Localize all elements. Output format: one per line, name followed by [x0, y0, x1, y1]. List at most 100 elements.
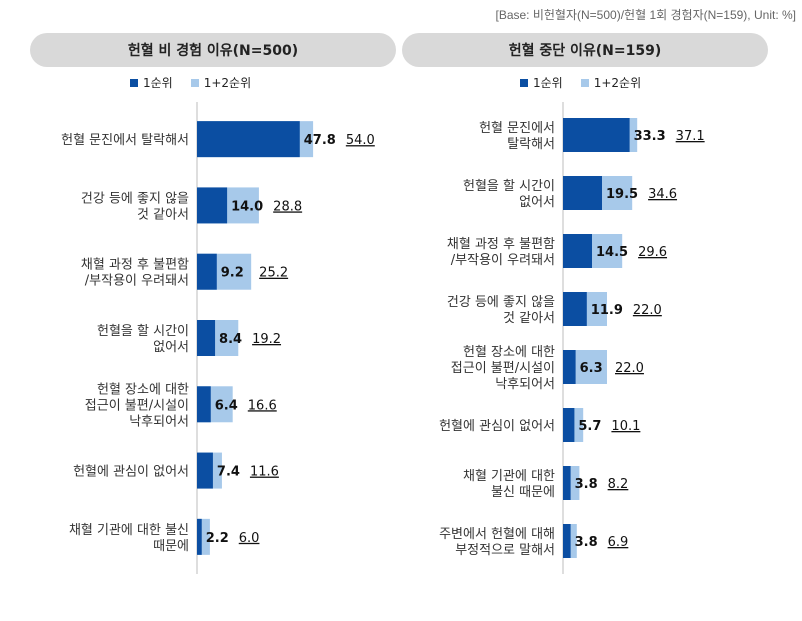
category-label-line: 채혈 기관에 대한 불신 [69, 523, 189, 538]
category-label-line: 낙후되어서 [495, 377, 555, 392]
data-label-rank1: 19.5 [606, 187, 638, 202]
category-label-line: 없어서 [153, 340, 189, 355]
category-label: 주변에서 헌혈에 대해 부정적으로 말해서 [439, 527, 555, 558]
data-label-rank1: 8.4 [219, 332, 242, 347]
base-note: [Base: 비헌혈자(N=500)/헌혈 1회 경험자(N=159), Uni… [495, 8, 797, 22]
category-label: 헌혈에 관심이 없어서 [439, 419, 555, 434]
legend-left: 1순위 1+2순위 [130, 74, 251, 91]
bar-rank1 [563, 118, 630, 152]
bar-rank1 [197, 121, 300, 158]
legend-swatch-rank1-right [520, 78, 528, 87]
category-label: 헌혈 문진에서 탈락해서 [61, 133, 189, 148]
bar-rank1 [197, 452, 213, 489]
category-label-line: 탈락해서 [507, 137, 555, 152]
legend-label-rank1-right: 1순위 [533, 76, 563, 90]
data-label-rank1: 6.3 [580, 361, 603, 376]
category-label: 채혈 과정 후 불편함/부작용이 우려돼서 [81, 258, 189, 289]
category-label-line: 헌혈 문진에서 탈락해서 [61, 133, 189, 148]
category-label-line: 접근이 불편/시설이 [85, 398, 189, 413]
chart-title-left-text: 헌혈 비 경험 이유(N=500) [127, 43, 299, 59]
data-label-rank12: 11.6 [250, 465, 279, 480]
bar-rank1 [197, 253, 217, 290]
category-label-line: 헌혈에 관심이 없어서 [439, 419, 555, 434]
legend-swatch-rank12-right [580, 78, 589, 87]
category-label: 헌혈을 할 시간이 없어서 [97, 324, 189, 355]
category-label-line: 헌혈 문진에서 [479, 121, 555, 136]
data-label-rank12: 16.6 [248, 398, 277, 413]
bar-rank1 [563, 176, 602, 210]
legend-item-rank1: 1순위 [130, 74, 173, 91]
data-label-rank12: 54.0 [346, 133, 375, 148]
category-label-line: 건강 등에 좋지 않을 [81, 191, 189, 206]
legend-right: 1순위 1+2순위 [520, 74, 641, 91]
category-label-line: 주변에서 헌혈에 대해 [439, 527, 555, 542]
data-label-rank1: 33.3 [634, 129, 666, 144]
category-label-line: /부작용이 우려돼서 [451, 253, 555, 268]
category-label: 헌혈 문진에서 탈락해서 [479, 121, 555, 152]
bar-rank1 [197, 320, 216, 356]
category-label: 헌혈에 관심이 없어서 [73, 465, 189, 480]
legend-item-rank12-right: 1+2순위 [580, 74, 642, 91]
category-label-line: 헌혈 장소에 대한 [97, 382, 189, 397]
data-label-rank1: 47.8 [304, 133, 336, 148]
chart-title-right: 헌혈 중단 이유(N=159) [402, 33, 768, 67]
legend-swatch-rank12 [190, 78, 199, 87]
category-label-line: 없어서 [519, 195, 555, 210]
data-label-rank12: 37.1 [676, 129, 705, 144]
category-label: 헌혈을 할 시간이 없어서 [463, 179, 555, 210]
category-label-line: 불신 때문에 [491, 485, 555, 500]
chart-right: 헌혈 문진에서 탈락해서 33.3 37.1 헌혈을 할 시간이 없어서 19.5 34.6 채… [439, 102, 705, 574]
data-label-rank12: 8.2 [608, 477, 629, 492]
category-label-line: 때문에 [153, 539, 189, 554]
bar-rank1 [563, 524, 571, 558]
category-label-line: 접근이 불편/시설이 [451, 361, 555, 376]
data-label-rank12: 19.2 [252, 332, 281, 347]
category-label-line: 낙후되어서 [129, 414, 189, 429]
bar-rank1 [197, 187, 228, 224]
chart-title-left: 헌혈 비 경험 이유(N=500) [30, 33, 396, 67]
category-label-line: 건강 등에 좋지 않을 [447, 295, 555, 310]
data-label-rank12: 25.2 [259, 266, 288, 281]
data-label-rank1: 2.2 [206, 531, 229, 546]
category-label-line: 부정적으로 말해서 [455, 543, 555, 558]
bar-rank1 [563, 466, 571, 500]
data-label-rank12: 10.1 [611, 419, 640, 434]
legend-label-rank12: 1+2순위 [203, 76, 252, 90]
legend-item-rank12: 1+2순위 [190, 74, 252, 91]
legend-swatch-rank1 [130, 78, 138, 87]
data-label-rank1: 11.9 [591, 303, 623, 318]
data-label-rank12: 6.0 [239, 531, 260, 546]
category-label: 채혈 기관에 대한 불신 때문에 [463, 469, 555, 500]
category-label-line: 헌혈을 할 시간이 [463, 179, 555, 194]
category-label: 헌혈 장소에 대한 접근이 불편/시설이 낙후되어서 [85, 382, 189, 429]
data-label-rank1: 14.5 [596, 245, 628, 260]
data-label-rank12: 28.8 [273, 199, 302, 214]
bar-rank1 [563, 292, 587, 326]
data-label-rank12: 22.0 [633, 303, 662, 318]
category-label-line: 채혈 과정 후 불편함 [81, 258, 189, 273]
data-label-rank12: 22.0 [615, 361, 644, 376]
chart-left: 헌혈 문진에서 탈락해서 47.8 54.0 건강 등에 좋지 않을 것 같아서 14.0… [61, 102, 375, 574]
data-label-rank1: 7.4 [217, 465, 240, 480]
bar-rank1 [563, 234, 592, 268]
legend-item-rank1-right: 1순위 [520, 74, 563, 91]
category-label: 건강 등에 좋지 않을 것 같아서 [81, 191, 189, 222]
category-label: 헌혈 장소에 대한 접근이 불편/시설이 낙후되어서 [451, 345, 555, 392]
category-label-line: 것 같아서 [503, 311, 555, 326]
category-label-line: /부작용이 우려돼서 [85, 274, 189, 289]
category-label: 채혈 기관에 대한 불신 때문에 [69, 523, 189, 554]
legend-label-rank1: 1순위 [143, 76, 173, 90]
data-label-rank1: 9.2 [221, 266, 244, 281]
category-label-line: 헌혈을 할 시간이 [97, 324, 189, 339]
category-label-line: 채혈 기관에 대한 [463, 469, 555, 484]
data-label-rank12: 34.6 [648, 187, 677, 202]
data-label-rank1: 3.8 [575, 477, 598, 492]
legend-label-rank12-right: 1+2순위 [593, 76, 642, 90]
bar-rank1 [197, 386, 211, 423]
data-label-rank12: 6.9 [608, 535, 629, 550]
category-label: 건강 등에 좋지 않을 것 같아서 [447, 295, 555, 326]
data-label-rank12: 29.6 [638, 245, 667, 260]
data-label-rank1: 14.0 [231, 199, 263, 214]
chart-title-right-text: 헌혈 중단 이유(N=159) [508, 43, 662, 59]
category-label-line: 것 같아서 [137, 207, 189, 222]
